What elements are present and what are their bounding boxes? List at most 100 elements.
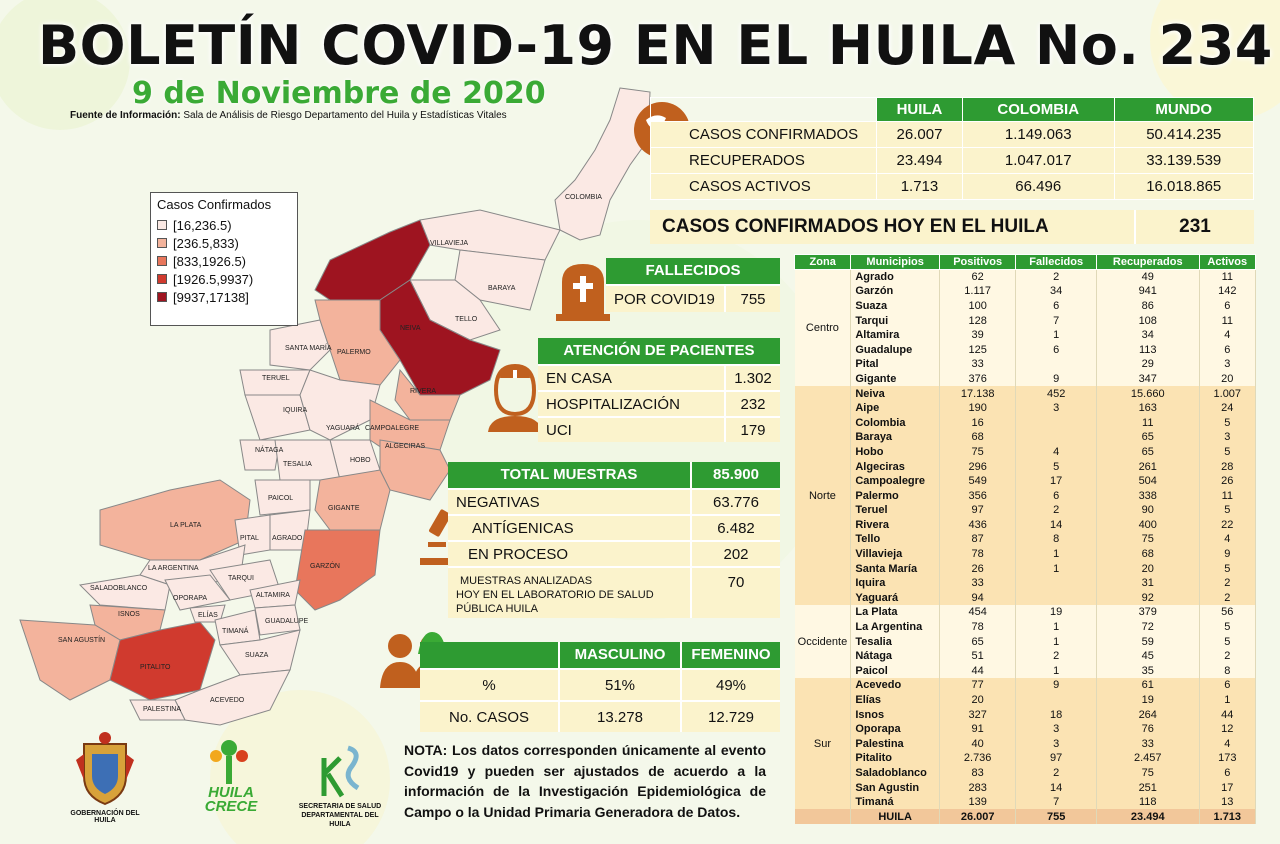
summary-cell: 33.139.539 — [1113, 147, 1254, 174]
municipality-value: 379 — [1096, 605, 1200, 620]
patient-care-value: 1.302 — [724, 366, 780, 390]
municipality-value — [1015, 430, 1097, 445]
municipality-name: Isnos — [850, 707, 940, 722]
map-label-algeciras: ALGECIRAS — [385, 443, 425, 450]
municipality-value: 296 — [939, 459, 1017, 474]
municipality-value: 26 — [1199, 473, 1257, 489]
sex-cell: 51% — [558, 670, 680, 700]
municipality-value: 6 — [1199, 298, 1257, 314]
municipality-value: 26 — [939, 561, 1017, 576]
municipality-row: San Agustin 283 14 251 17 — [795, 780, 1257, 795]
municipality-name: Gigante — [850, 371, 940, 387]
municipality-value: 5 — [1199, 634, 1257, 649]
municipality-value: 6 — [1199, 765, 1257, 781]
summary-cell: 23.494 — [876, 147, 963, 174]
sex-box: MASCULINO FEMENINO % 51% 49% No. CASOS 1… — [420, 642, 780, 732]
municipality-value: 65 — [1096, 430, 1200, 445]
total-value: 23.494 — [1096, 809, 1200, 825]
municipality-name: Elías — [850, 692, 940, 708]
municipality-name: Suaza — [850, 298, 940, 314]
summary-row: CASOS CONFIRMADOS 26.007 1.149.063 50.41… — [650, 121, 1254, 148]
summary-cell: 16.018.865 — [1113, 173, 1254, 200]
summary-row-label: CASOS ACTIVOS — [650, 173, 877, 200]
municipality-value: 14 — [1015, 517, 1097, 533]
map-pitalito — [109, 621, 216, 701]
deaths-box: FALLECIDOS POR COVID19 755 — [606, 258, 780, 312]
municipality-value: 118 — [1096, 794, 1200, 810]
municipality-value: 31 — [1096, 575, 1200, 591]
municipality-name: Garzón — [850, 284, 940, 299]
municipality-name: Rivera — [850, 517, 940, 533]
municipality-value: 338 — [1096, 488, 1200, 503]
summary-col-header: HUILA — [876, 97, 963, 122]
municipality-name: Pital — [850, 357, 940, 372]
legend-label: [9937,17138] — [173, 289, 249, 305]
municipality-value: 13 — [1199, 794, 1257, 810]
municipality-name: Guadalupe — [850, 342, 940, 358]
huila-crece-text: HUILA CRECE — [196, 784, 266, 814]
municipality-value: 11 — [1096, 415, 1200, 431]
tombstone-icon — [556, 264, 610, 321]
map-label-oporapa: OPORAPA — [173, 595, 207, 602]
bulletin-date: 9 de Noviembre de 2020 — [132, 76, 546, 111]
municipality-value: 68 — [1096, 546, 1200, 562]
legend-swatch — [157, 238, 167, 248]
zone-cell: Centro — [794, 269, 852, 387]
sex-col-header: MASCULINO — [558, 642, 680, 668]
samples-row: EN PROCESO 202 — [448, 540, 780, 566]
municipality-value: 1 — [1015, 327, 1097, 343]
municipality-value: 97 — [1015, 751, 1097, 766]
legend-item: [833,1926.5) — [157, 252, 291, 270]
municipality-name: Timaná — [850, 794, 940, 810]
samples-value: 6.482 — [690, 516, 780, 540]
source-text: Sala de Análisis de Riesgo Departamento … — [183, 110, 507, 121]
legend-label: [833,1926.5) — [173, 253, 247, 269]
huila-map: COLOMBIA VILLAVIEJA BARAYA TELLO NEIVA S… — [19, 87, 651, 726]
sex-row: No. CASOS 13.278 12.729 — [420, 700, 780, 732]
municipality-name: Nátaga — [850, 648, 940, 664]
huila-crece-text-1: HUILA — [208, 784, 254, 801]
municipality-value: 1 — [1015, 561, 1097, 576]
municipality-value: 24 — [1199, 400, 1257, 416]
municipality-value — [1015, 415, 1097, 431]
total-row: HUILA 26.007 755 23.494 1.713 — [794, 809, 1257, 825]
summary-cell: 1.047.017 — [961, 147, 1115, 174]
municipality-value: 56 — [1199, 605, 1257, 620]
map-suaza — [219, 629, 301, 676]
municipality-row: Colombia 16 11 5 — [795, 415, 1257, 431]
patient-care-head: ATENCIÓN DE PACIENTES — [538, 338, 780, 364]
det-col-header: Activos — [1198, 254, 1257, 270]
municipality-name: Acevedo — [850, 678, 940, 693]
municipality-value: 3 — [1199, 357, 1257, 372]
map-label-palestina: PALESTINA — [143, 706, 181, 713]
municipality-header: Zona Municipios Positivos Fallecidos Rec… — [793, 254, 1257, 270]
municipality-value: 139 — [939, 794, 1017, 810]
municipality-value: 327 — [939, 707, 1017, 722]
summary-table: HUILA COLOMBIA MUNDO CASOS CONFIRMADOS 2… — [650, 97, 1254, 200]
municipality-row: Aipe 190 3 163 24 — [795, 400, 1257, 416]
municipality-row: Rivera 436 14 400 22 — [795, 517, 1257, 533]
total-label: HUILA — [850, 809, 940, 825]
municipality-value: 11 — [1199, 269, 1257, 285]
secretaria-salud-text-1: SECRETARIA DE SALUD — [298, 803, 382, 810]
legend-item: [1926.5,9937) — [157, 270, 291, 288]
municipality-value: 4 — [1199, 532, 1257, 547]
municipality-value: 2 — [1015, 765, 1097, 781]
legend-item: [9937,17138] — [157, 288, 291, 306]
municipality-value: 1 — [1199, 692, 1257, 708]
map-label-pital: PITAL — [240, 535, 259, 542]
municipality-name: Pitalito — [850, 751, 940, 766]
legend-swatch — [157, 274, 167, 284]
samples-label: EN PROCESO — [468, 545, 569, 563]
patient-care-box: ATENCIÓN DE PACIENTES EN CASA 1.302 HOSP… — [538, 338, 780, 442]
municipality-value: 34 — [1096, 327, 1200, 343]
municipality-value: 283 — [939, 780, 1017, 795]
map-label-suaza: SUAZA — [245, 652, 269, 659]
secretaria-salud-logo — [321, 745, 360, 798]
legend-label: [16,236.5) — [173, 217, 232, 233]
municipality-value: 2 — [1015, 269, 1097, 285]
municipality-name: Iquira — [850, 575, 940, 591]
patient-care-row: UCI 179 — [538, 416, 780, 442]
deaths-head: FALLECIDOS — [606, 258, 780, 284]
municipality-row: Saladoblanco 83 2 75 6 — [795, 765, 1257, 781]
